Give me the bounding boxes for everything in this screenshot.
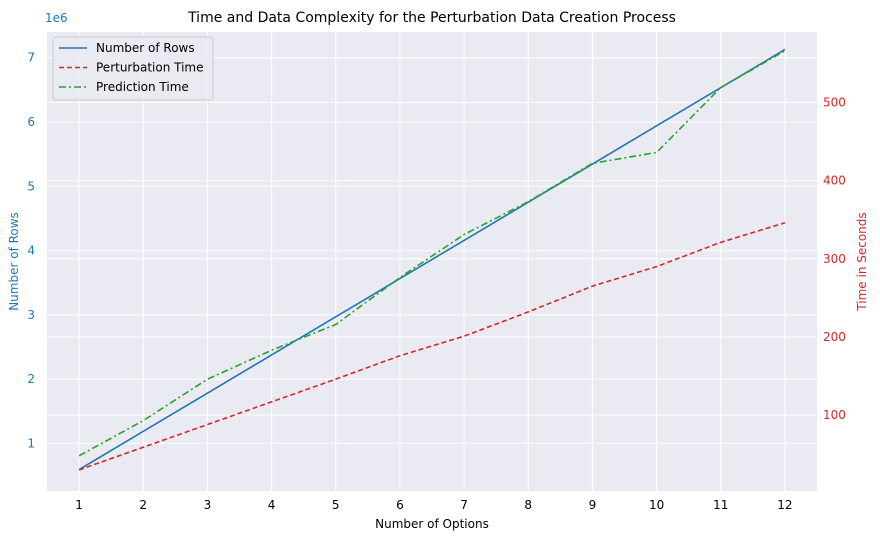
legend-label: Prediction Time xyxy=(96,80,189,94)
right-axis-ticks: 100 200 300 400 500 xyxy=(823,95,846,422)
series-line xyxy=(78,222,786,471)
left-y-tick-label: 6 xyxy=(27,115,35,129)
series-layer xyxy=(78,48,786,471)
x-tick-label: 6 xyxy=(396,498,404,512)
left-axis-label: Number of Rows xyxy=(7,212,21,311)
left-y-tick-label: 2 xyxy=(27,372,35,386)
left-axis-ticks: 1 2 3 4 5 6 7 xyxy=(27,51,35,451)
legend: Number of Rows Perturbation Time Predictio… xyxy=(52,36,214,101)
left-y-tick-label: 3 xyxy=(27,308,35,322)
x-tick-label: 11 xyxy=(713,498,728,512)
x-tick-label: 2 xyxy=(139,498,147,512)
series-line xyxy=(78,48,786,471)
legend-label: Perturbation Time xyxy=(96,61,204,75)
x-tick-label: 5 xyxy=(332,498,340,512)
left-y-tick-label: 4 xyxy=(27,244,35,258)
right-y-tick-label: 200 xyxy=(823,330,846,344)
left-y-tick-label: 1 xyxy=(27,436,35,450)
legend-label: Number of Rows xyxy=(96,41,195,55)
right-y-tick-label: 400 xyxy=(823,174,846,188)
x-tick-label: 4 xyxy=(268,498,276,512)
right-y-tick-label: 100 xyxy=(823,408,846,422)
grid-lines xyxy=(47,32,817,491)
left-y-tick-label: 7 xyxy=(27,51,35,65)
x-tick-label: 8 xyxy=(524,498,532,512)
x-tick-label: 12 xyxy=(777,498,792,512)
right-y-tick-label: 500 xyxy=(823,95,846,109)
left-axis-offset-label: 1e6 xyxy=(45,11,68,25)
chart-title: Time and Data Complexity for the Perturb… xyxy=(187,10,676,26)
x-axis-ticks: 1 2 3 4 5 6 7 8 9 10 11 12 xyxy=(75,498,792,512)
x-axis-label: Number of Options xyxy=(375,517,489,531)
x-tick-label: 10 xyxy=(649,498,664,512)
right-axis-label: Time in Seconds xyxy=(855,212,869,311)
legend-box xyxy=(52,36,214,101)
plot-area xyxy=(47,32,817,491)
series-line xyxy=(78,50,786,457)
x-tick-label: 1 xyxy=(75,498,83,512)
left-y-tick-label: 5 xyxy=(27,179,35,193)
x-tick-label: 3 xyxy=(204,498,212,512)
right-y-tick-label: 300 xyxy=(823,252,846,266)
x-tick-label: 9 xyxy=(589,498,597,512)
x-tick-label: 7 xyxy=(460,498,468,512)
